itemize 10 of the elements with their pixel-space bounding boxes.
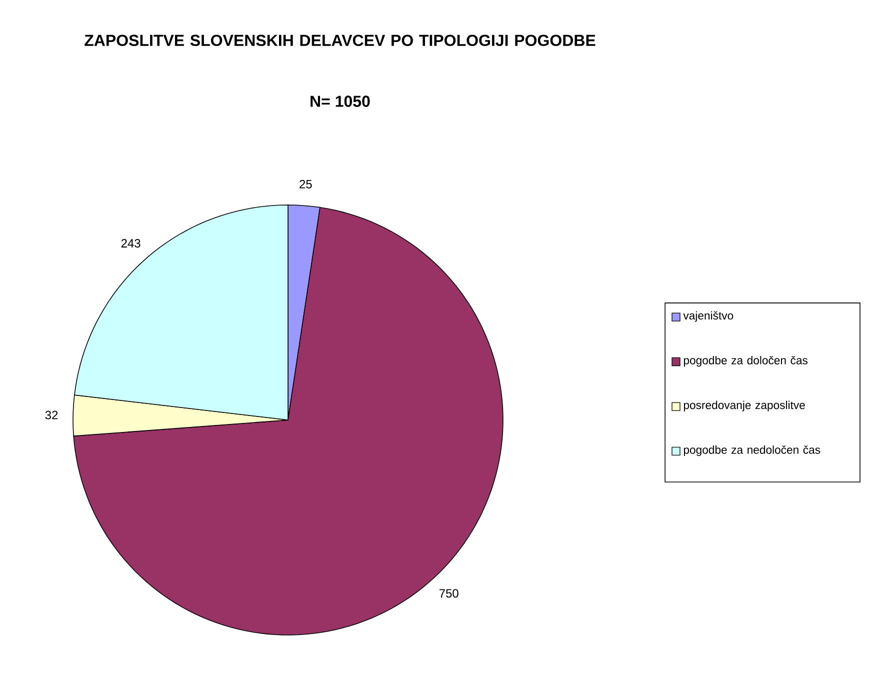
chart-subtitle: N= 1050 xyxy=(310,96,370,107)
legend-label: posredovanje zaposlitve xyxy=(684,400,805,412)
legend-label: pogodbe za določen čas xyxy=(684,356,808,367)
data-label: 25 xyxy=(300,180,312,188)
legend-label: pogodbe za nedoločen čas xyxy=(684,445,820,456)
data-label: 32 xyxy=(45,410,58,420)
data-label: 243 xyxy=(121,239,140,248)
legend-label: vajeništvo xyxy=(683,311,734,322)
chart-title: ZAPOSLITVE SLOVENSKIH DELAVCEV PO TIPOLOGIJI POGODBE xyxy=(84,34,596,46)
data-label: 750 xyxy=(439,589,458,598)
